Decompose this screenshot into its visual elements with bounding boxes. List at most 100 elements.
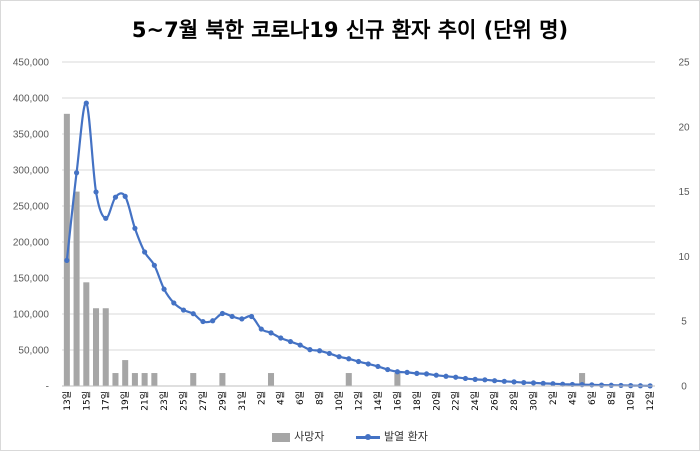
x-tick-label: 8일 <box>315 391 326 405</box>
legend-label-deaths: 사망자 <box>294 430 325 443</box>
point-fever <box>248 313 255 320</box>
point-fever <box>482 377 488 383</box>
legend-swatch-line <box>355 433 380 440</box>
point-fever <box>433 372 439 378</box>
x-tick-label: 6일 <box>295 391 306 405</box>
x-tick-label: 29일 <box>217 391 228 411</box>
point-fever <box>511 379 517 385</box>
point-fever <box>307 347 313 353</box>
point-fever <box>103 215 109 221</box>
bar-deaths <box>190 373 197 386</box>
bar-deaths <box>63 113 70 386</box>
point-fever <box>355 358 362 365</box>
bar-deaths <box>345 373 352 386</box>
point-fever <box>375 363 381 370</box>
x-tick-label: 18일 <box>412 391 423 411</box>
x-tick-label: 2일 <box>548 391 559 405</box>
point-fever <box>239 316 245 322</box>
point-fever <box>93 189 99 195</box>
x-tick-label: 13일 <box>62 391 73 411</box>
point-fever <box>540 380 546 386</box>
point-fever <box>550 381 556 387</box>
x-tick-label: 14일 <box>373 391 384 411</box>
bar-deaths <box>83 282 90 386</box>
bar-deaths <box>579 373 586 386</box>
y-left-tick-label: 300,000 <box>13 166 50 177</box>
bar-deaths <box>93 308 100 386</box>
x-tick-label: 24일 <box>470 391 481 411</box>
point-fever <box>521 379 527 386</box>
y-left-tick-label: 150,000 <box>13 274 50 285</box>
point-fever <box>171 300 177 306</box>
point-fever <box>142 249 148 255</box>
x-tick-label: 26일 <box>490 391 501 411</box>
point-fever <box>317 348 323 354</box>
legend-swatch-bar <box>272 432 291 442</box>
bar-deaths <box>73 191 80 386</box>
x-tick-label: 19일 <box>120 391 131 411</box>
bar-deaths <box>141 373 148 386</box>
y-left-tick-label: 400,000 <box>13 94 50 105</box>
point-fever <box>112 194 119 200</box>
point-fever <box>258 326 264 332</box>
y-right-tick-label: 10 <box>678 252 690 263</box>
x-tick-label: 12일 <box>645 391 656 411</box>
point-fever <box>589 382 595 388</box>
point-fever <box>268 330 274 336</box>
x-tick-label: 31일 <box>237 391 248 411</box>
line-fever-path <box>65 101 651 387</box>
x-tick-label: 8일 <box>606 391 617 405</box>
x-tick-label: 12일 <box>354 391 365 411</box>
legend-item-deaths: 사망자 <box>272 428 324 444</box>
line-fever <box>64 100 653 389</box>
point-fever <box>122 193 128 199</box>
x-tick-label: 15일 <box>81 391 92 411</box>
y-left-tick-label: 450,000 <box>13 58 50 69</box>
point-fever <box>210 318 216 324</box>
y-right-tick-label: 15 <box>678 187 690 198</box>
point-fever <box>404 369 410 375</box>
x-tick-label: 4일 <box>567 391 578 405</box>
point-fever <box>278 335 284 341</box>
x-tick-label: 23일 <box>159 391 170 411</box>
x-tick-label: 25일 <box>179 391 190 411</box>
x-tick-label: 10일 <box>626 391 637 411</box>
point-fever <box>297 342 303 348</box>
x-tick-label: 6일 <box>587 391 598 405</box>
point-fever <box>73 170 80 176</box>
y-left-tick-label: 250,000 <box>13 202 50 213</box>
point-fever <box>394 369 400 375</box>
bar-deaths <box>102 308 109 386</box>
point-fever <box>598 382 605 388</box>
point-fever <box>229 313 235 320</box>
point-fever <box>530 380 537 386</box>
point-fever <box>414 370 420 376</box>
point-fever <box>200 318 206 325</box>
point-fever <box>385 366 391 373</box>
point-fever <box>326 350 332 357</box>
axes: - 50,000 100,000 150,000 200,000 250,000 300,0… <box>13 58 690 411</box>
legend: 사망자 발열 환자 <box>0 428 700 444</box>
legend-item-fever: 발열 환자 <box>355 428 428 444</box>
point-fever <box>132 225 138 231</box>
point-fever <box>180 307 187 313</box>
bar-deaths <box>112 373 119 386</box>
point-fever <box>443 373 449 379</box>
bar-deaths <box>267 373 275 386</box>
x-tick-label: 4일 <box>276 391 287 405</box>
x-tick-label: 16일 <box>392 391 403 411</box>
bar-deaths <box>219 373 226 386</box>
bars-deaths <box>63 113 586 386</box>
point-fever <box>462 375 469 382</box>
point-fever <box>453 374 459 380</box>
point-fever <box>608 382 614 388</box>
point-fever <box>365 361 371 367</box>
point-fever <box>501 378 507 384</box>
x-tick-label: 27일 <box>198 391 209 411</box>
point-fever <box>64 257 70 264</box>
x-tick-label: 10일 <box>334 391 345 411</box>
point-fever <box>219 310 226 317</box>
y-left-tick-label: 50,000 <box>18 346 49 357</box>
point-fever <box>472 376 478 382</box>
